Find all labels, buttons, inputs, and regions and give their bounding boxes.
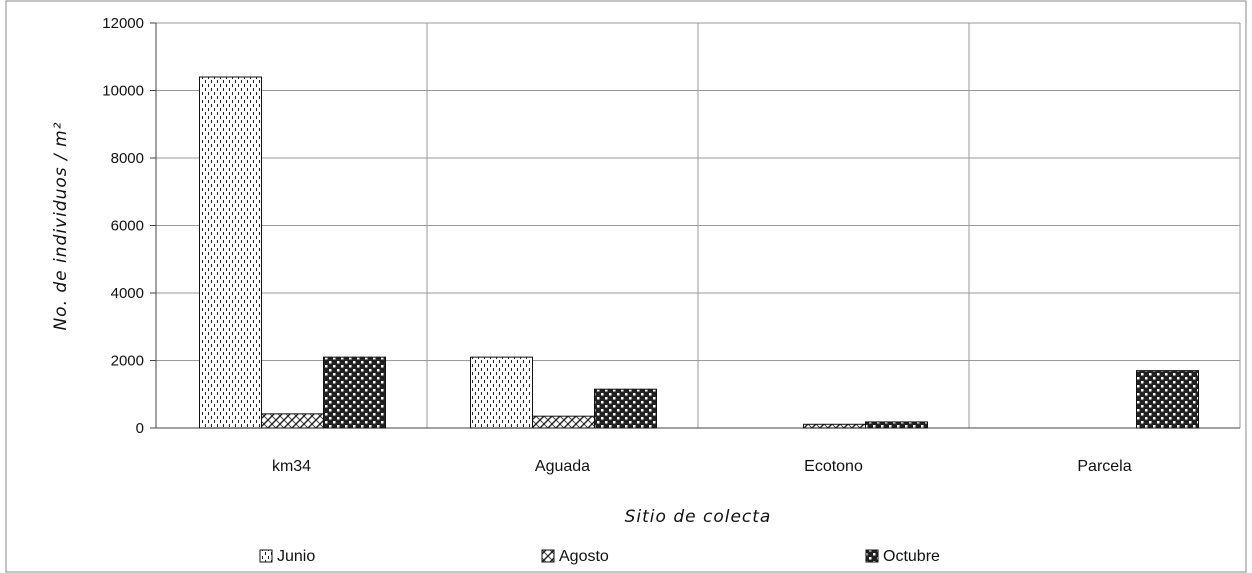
x-category-label: km34 <box>272 458 311 475</box>
x-axis-title: Sitio de colecta <box>625 507 772 527</box>
legend-label-agosto: Agosto <box>559 548 609 565</box>
bar-agosto-aguada <box>532 415 595 429</box>
y-tick-label: 10000 <box>102 83 144 100</box>
legend-swatch-octubre <box>865 549 879 563</box>
y-tick-label: 4000 <box>111 285 144 302</box>
y-tick-label: 2000 <box>111 353 144 370</box>
y-tick-labels: 0 2000 4000 6000 8000 10000 12000 <box>102 15 144 437</box>
bar-octubre-aguada <box>594 388 657 429</box>
gridlines <box>150 22 1240 429</box>
bar-octubre-parcela <box>1136 370 1199 429</box>
x-category-labels: km34 Aguada Ecotono Parcela <box>272 458 1132 475</box>
x-category-label: Ecotono <box>804 458 863 475</box>
y-tick-label: 8000 <box>111 150 144 167</box>
legend-swatch-agosto <box>541 549 555 563</box>
bar-agosto-km34 <box>261 413 324 429</box>
legend-label-junio: Junio <box>277 548 315 565</box>
bar-agosto-ecotono <box>803 423 866 429</box>
bar-octubre-ecotono <box>865 421 928 429</box>
bar-junio-km34 <box>199 76 262 429</box>
bars <box>199 76 1199 429</box>
bar-junio-aguada <box>470 356 533 429</box>
y-axis-title: No. de individuos / m² <box>51 121 71 330</box>
chart-border <box>5 0 1247 573</box>
x-category-label: Aguada <box>535 458 590 475</box>
x-category-label: Parcela <box>1077 458 1131 475</box>
legend-label-octubre: Octubre <box>883 548 940 565</box>
y-tick-label: 0 <box>136 420 144 437</box>
y-tick-label: 6000 <box>111 218 144 235</box>
legend-swatch-junio <box>259 549 273 563</box>
bar-octubre-km34 <box>323 356 386 429</box>
legend: Junio Agosto Octubre <box>259 548 940 565</box>
y-tick-label: 12000 <box>102 15 144 32</box>
